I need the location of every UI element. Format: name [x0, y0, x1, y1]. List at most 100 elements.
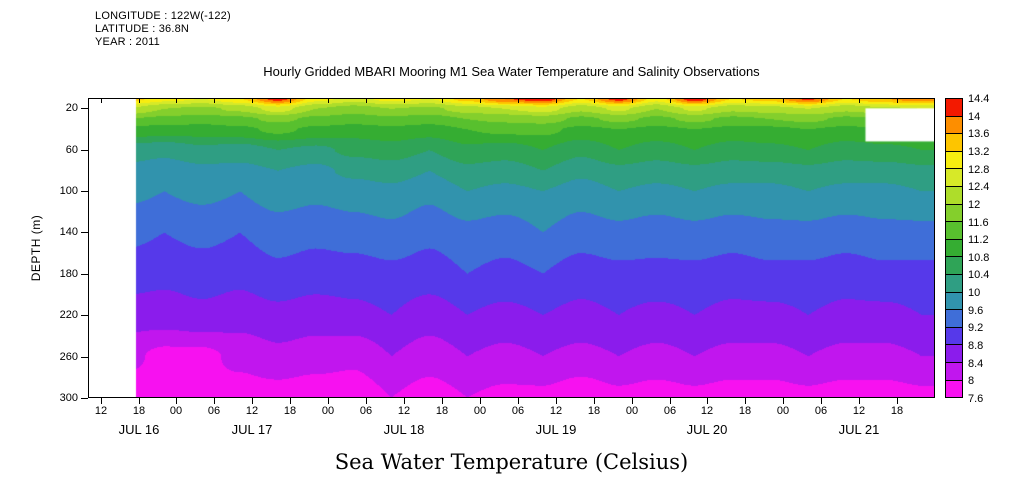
- colorbar-tick-label: 14: [968, 110, 981, 123]
- x-tick-label: 12: [700, 405, 714, 417]
- colorbar-cell: [946, 168, 962, 186]
- x-tick-bottom: [101, 398, 102, 404]
- x-tick-label: 18: [890, 405, 904, 417]
- colorbar-cell: [946, 273, 962, 292]
- date-label: JUL 17: [231, 422, 273, 437]
- x-tick-bottom: [897, 398, 898, 404]
- x-tick-top: [290, 99, 291, 103]
- x-tick-label: 06: [359, 405, 373, 417]
- x-tick-bottom: [214, 398, 215, 404]
- x-tick-bottom: [404, 398, 405, 404]
- x-tick-bottom: [594, 398, 595, 404]
- colorbar-tick-label: 9.6: [968, 304, 984, 317]
- colorbar-tick-label: 12.4: [968, 181, 990, 194]
- y-tick: [81, 398, 88, 399]
- colorbar-tick-label: 9.2: [968, 322, 984, 335]
- colorbar-cell: [946, 99, 962, 116]
- x-tick-bottom: [670, 398, 671, 404]
- meta-block: LONGITUDE : 122W(-122) LATITUDE : 36.8N …: [95, 10, 231, 49]
- x-tick-label: 00: [625, 405, 639, 417]
- y-tick: [81, 357, 88, 358]
- x-tick-label: 12: [245, 405, 259, 417]
- colorbar-cell: [946, 309, 962, 327]
- x-tick-label: 12: [94, 405, 108, 417]
- x-tick-bottom: [707, 398, 708, 404]
- x-tick-bottom: [480, 398, 481, 404]
- y-tick-label: 100: [59, 185, 78, 197]
- y-tick: [81, 274, 88, 275]
- y-tick-label: 140: [59, 226, 78, 238]
- x-tick-label: 00: [776, 405, 790, 417]
- x-tick-bottom: [859, 398, 860, 404]
- x-tick-label: 06: [207, 405, 221, 417]
- y-axis-label: DEPTH (m): [29, 214, 43, 282]
- x-tick-top: [214, 99, 215, 103]
- y-tick-label: 60: [65, 144, 78, 156]
- colorbar-tick-label: 10.4: [968, 269, 990, 282]
- colorbar-tick-label: 8: [968, 375, 975, 388]
- date-label: JUL 20: [686, 422, 728, 437]
- x-tick-top: [176, 99, 177, 103]
- colorbar-cell: [946, 133, 962, 151]
- x-tick-bottom: [821, 398, 822, 404]
- date-label: JUL 16: [118, 422, 160, 437]
- heatmap-canvas: [88, 98, 935, 398]
- y-tick: [81, 150, 88, 151]
- x-tick-top: [594, 99, 595, 103]
- x-tick-label: 06: [663, 405, 677, 417]
- x-tick-top: [404, 99, 405, 103]
- x-tick-bottom: [290, 398, 291, 404]
- colorbar-cell: [946, 221, 962, 239]
- y-tick-label: 260: [59, 351, 78, 363]
- colorbar-tick-label: 11.6: [968, 216, 989, 229]
- x-tick-bottom: [745, 398, 746, 404]
- x-tick-top: [897, 99, 898, 103]
- x-tick-bottom: [139, 398, 140, 404]
- colorbar-tick-label: 14.4: [968, 93, 990, 105]
- x-tick-bottom: [783, 398, 784, 404]
- colorbar-tick-label: 8.4: [968, 357, 984, 370]
- y-tick: [81, 191, 88, 192]
- x-tick-label: 18: [132, 405, 146, 417]
- colorbar-tick-label: 13.6: [968, 128, 990, 141]
- x-tick-top: [480, 99, 481, 103]
- colorbar-cell: [946, 238, 962, 257]
- colorbar-cell: [946, 115, 962, 134]
- x-tick-label: 00: [169, 405, 183, 417]
- x-tick-label: 06: [814, 405, 828, 417]
- x-tick-bottom: [328, 398, 329, 404]
- y-tick-label: 20: [65, 102, 78, 114]
- x-tick-bottom: [442, 398, 443, 404]
- x-tick-label: 06: [511, 405, 525, 417]
- colorbar-tick-label: 11.2: [968, 234, 989, 247]
- x-tick-label: 18: [435, 405, 449, 417]
- colorbar-tick-label: 10.8: [968, 251, 990, 264]
- date-label: JUL 18: [383, 422, 425, 437]
- colorbar-tick-label: 12.8: [968, 163, 990, 176]
- x-tick-bottom: [176, 398, 177, 404]
- x-tick-top: [707, 99, 708, 103]
- x-tick-top: [139, 99, 140, 103]
- x-tick-top: [783, 99, 784, 103]
- y-tick-label: 300: [59, 392, 78, 404]
- x-tick-label: 12: [852, 405, 866, 417]
- y-tick: [81, 232, 88, 233]
- colorbar-tick-label: 10: [968, 287, 981, 300]
- x-tick-label: 00: [473, 405, 487, 417]
- x-tick-top: [442, 99, 443, 103]
- x-tick-top: [632, 99, 633, 103]
- colorbar-tick-label: 12: [968, 198, 981, 211]
- x-tick-bottom: [556, 398, 557, 404]
- y-tick-label: 220: [59, 309, 78, 321]
- x-tick-top: [670, 99, 671, 103]
- meta-longitude: LONGITUDE : 122W(-122): [95, 10, 231, 22]
- x-tick-label: 18: [738, 405, 752, 417]
- colorbar-tick-label: 8.8: [968, 340, 984, 353]
- x-tick-top: [859, 99, 860, 103]
- x-axis-title: Sea Water Temperature (Celsius): [334, 450, 689, 474]
- colorbar-cell: [946, 256, 962, 274]
- y-tick: [81, 108, 88, 109]
- y-tick: [81, 315, 88, 316]
- x-tick-top: [745, 99, 746, 103]
